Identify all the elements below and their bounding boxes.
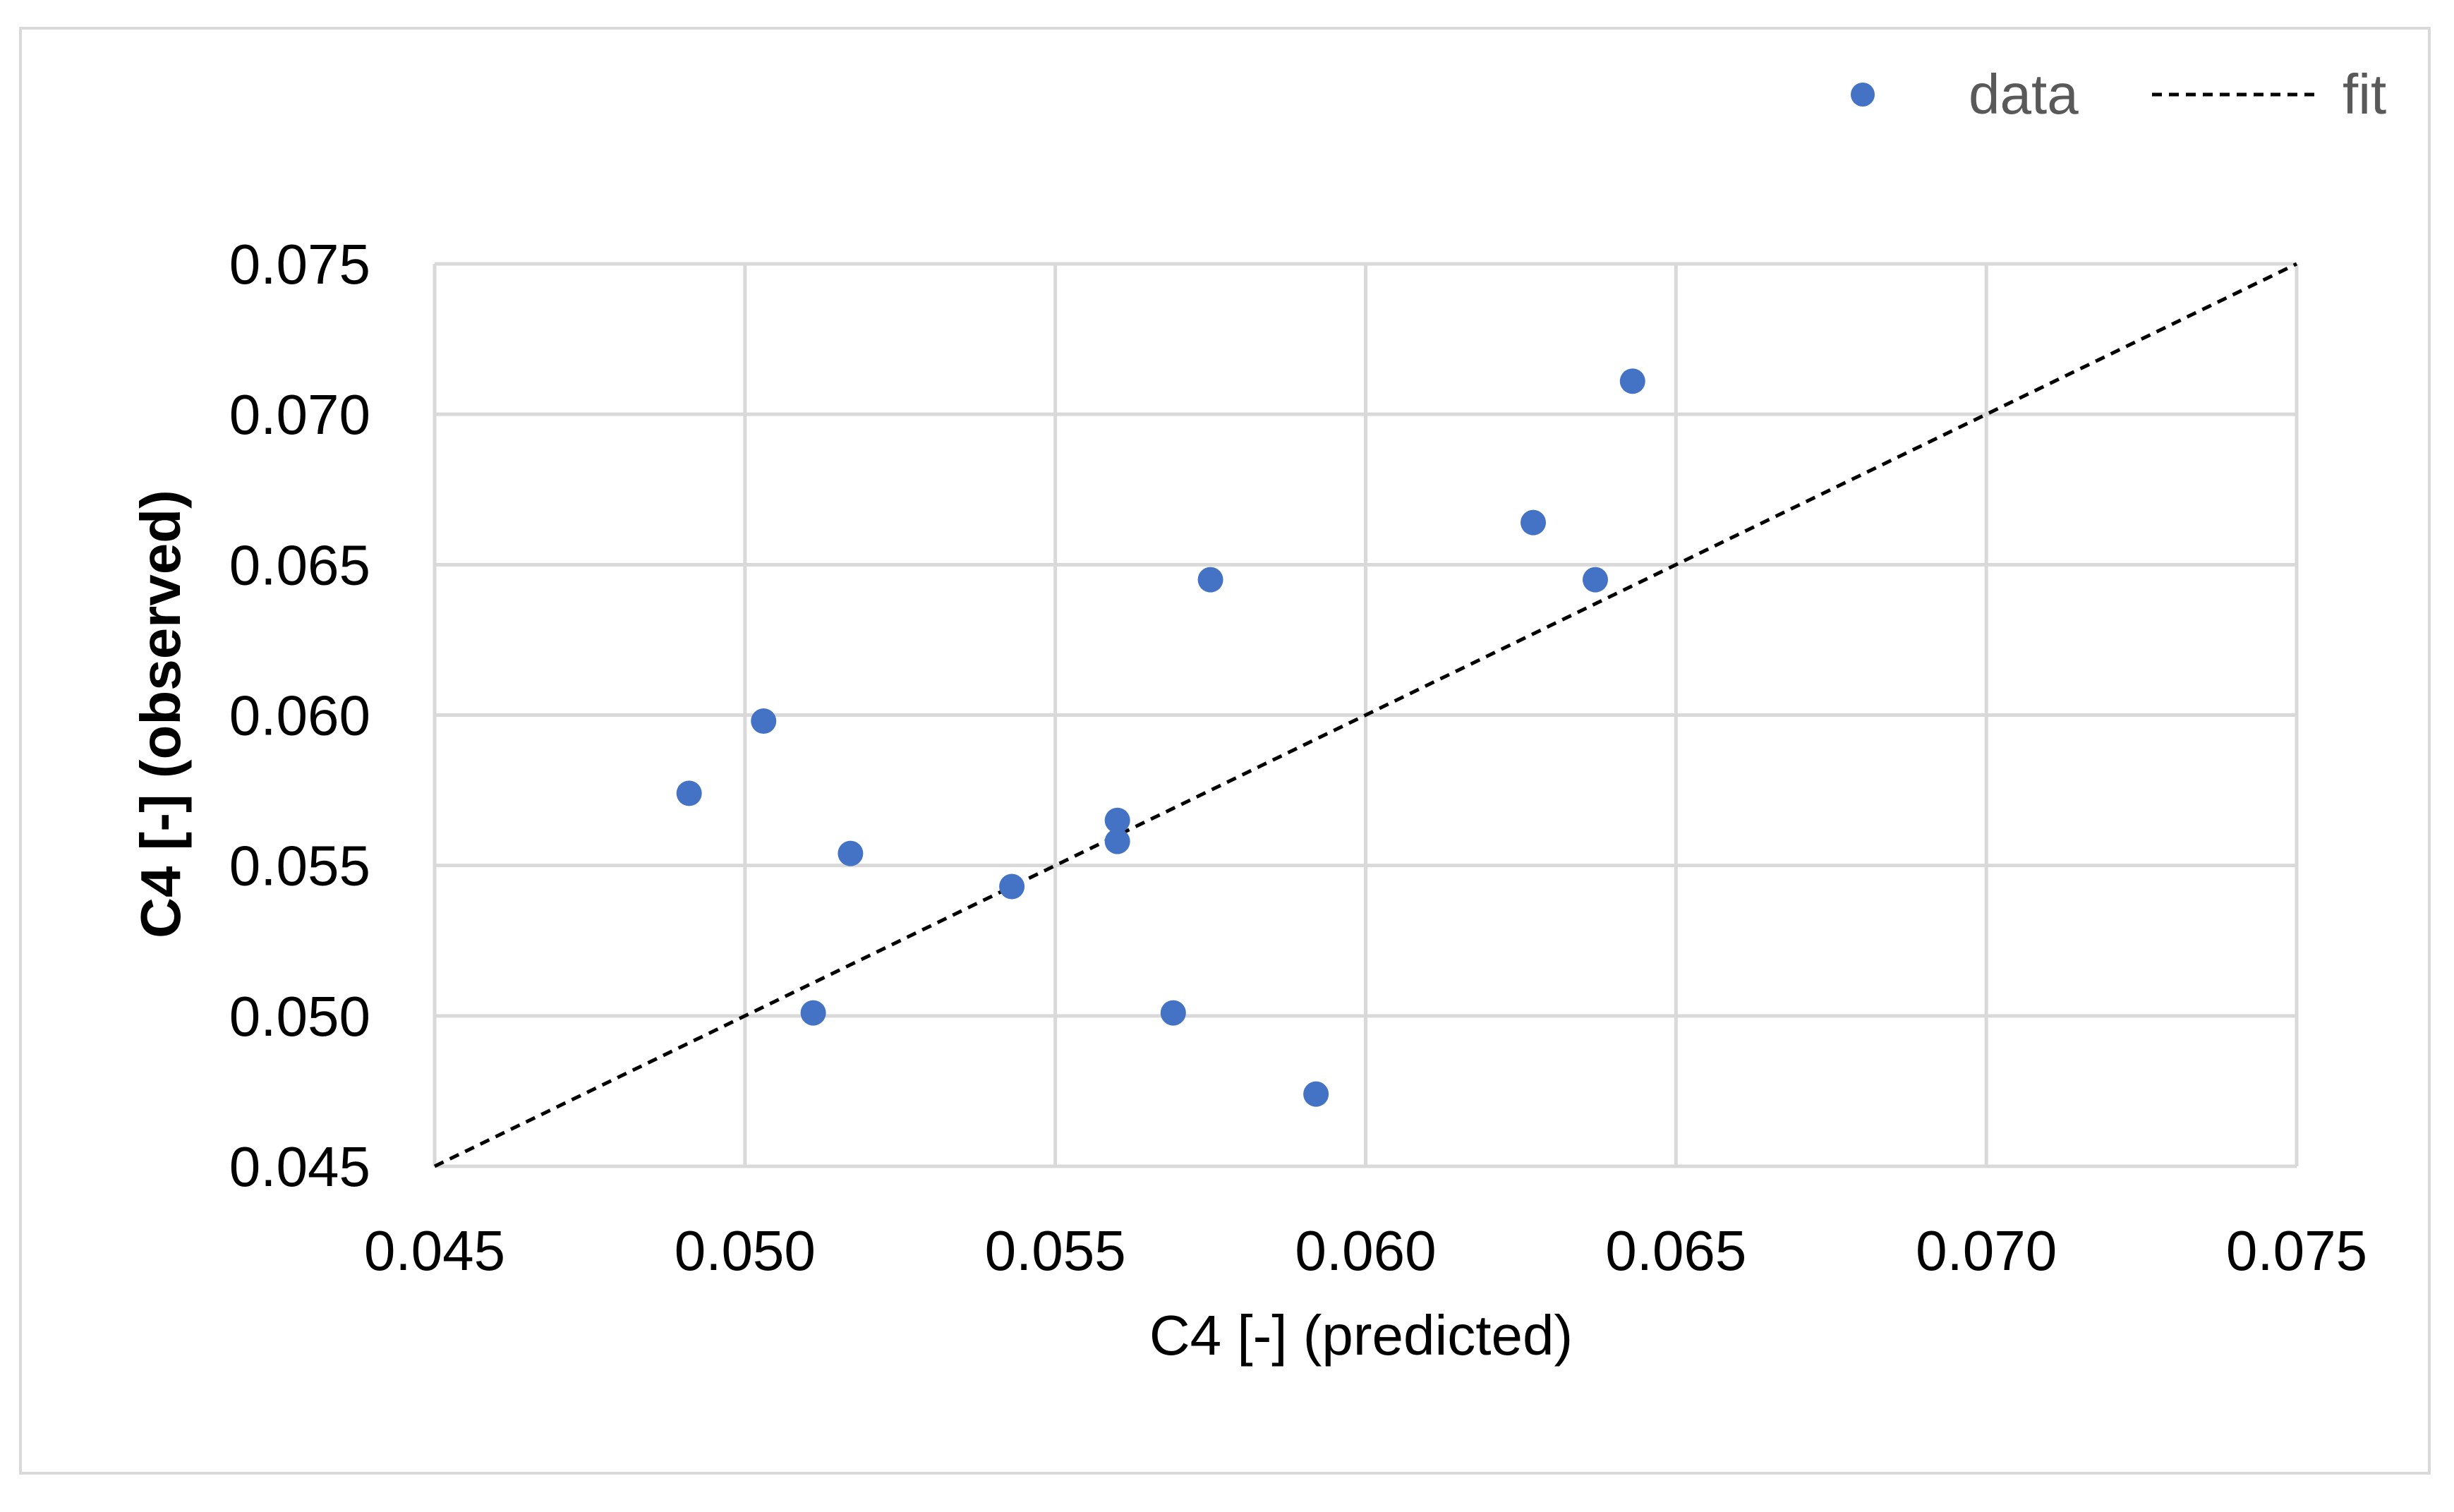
x-tick-label: 0.070 (1916, 1219, 2057, 1282)
y-tick-label: 0.045 (229, 1135, 370, 1198)
x-tick-label: 0.055 (985, 1219, 1126, 1282)
data-point (838, 840, 864, 866)
legend-label-data: data (1969, 63, 2079, 126)
data-point (1160, 1000, 1186, 1026)
x-tick-label: 0.045 (364, 1219, 505, 1282)
fit-line-layer (433, 262, 2298, 1168)
x-tick-label: 0.065 (1605, 1219, 1746, 1282)
data-point (999, 873, 1025, 900)
legend: data fit (1851, 63, 2386, 126)
y-tick-label: 0.060 (229, 684, 370, 747)
data-points (676, 368, 1645, 1107)
y-tick-labels: 0.045 0.050 0.055 0.060 0.065 0.070 0.075 (229, 233, 370, 1198)
y-tick-label: 0.075 (229, 233, 370, 296)
y-tick-label: 0.070 (229, 383, 370, 446)
data-point (1197, 567, 1223, 593)
data-point (751, 708, 777, 734)
data-point (800, 1000, 826, 1026)
data-point (1619, 368, 1645, 394)
y-tick-label: 0.055 (229, 835, 370, 897)
data-point (1104, 828, 1130, 854)
chart-area (19, 27, 2431, 1475)
x-tick-label: 0.050 (675, 1219, 816, 1282)
x-axis-title: C4 [-] (predicted) (1149, 1304, 1573, 1367)
x-tick-label: 0.075 (2226, 1219, 2367, 1282)
legend-marker-data (1851, 83, 1875, 107)
legend-label-fit: fit (2343, 63, 2386, 126)
fit-line (433, 262, 2298, 1168)
y-tick-label: 0.065 (229, 533, 370, 596)
data-point (1582, 567, 1608, 593)
x-tick-labels: 0.045 0.050 0.055 0.060 0.065 0.070 0.075 (364, 1219, 2367, 1282)
x-tick-label: 0.060 (1295, 1219, 1436, 1282)
data-point (676, 780, 702, 806)
y-tick-label: 0.050 (229, 985, 370, 1048)
data-point (1303, 1081, 1329, 1107)
y-axis-title: C4 [-] (observed) (129, 490, 192, 938)
data-point (1521, 509, 1547, 536)
data-point (1104, 807, 1130, 833)
